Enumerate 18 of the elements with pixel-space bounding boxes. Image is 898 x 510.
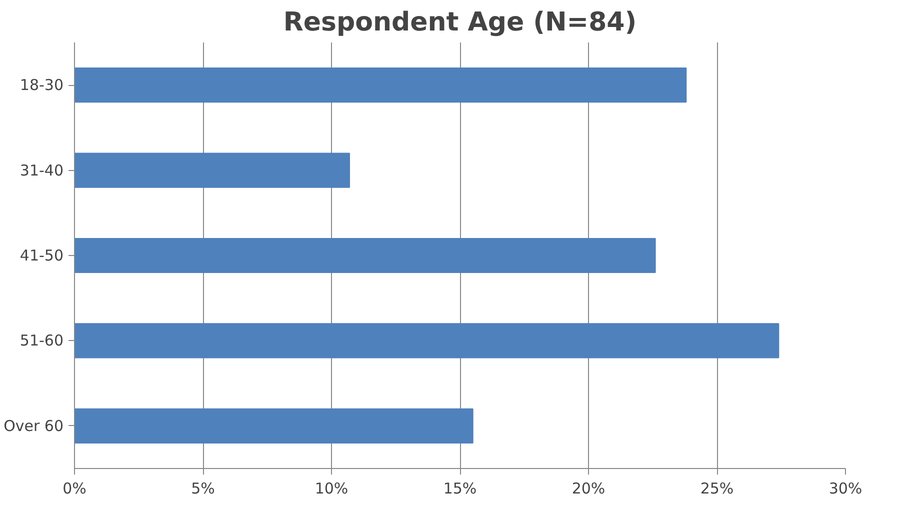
- x-tick-label: 20%: [572, 480, 606, 498]
- x-tick-label: 15%: [443, 480, 477, 498]
- y-tick-label: 18-30: [20, 76, 64, 94]
- bar: [74, 238, 656, 274]
- y-tick-label: 31-40: [20, 161, 64, 180]
- chart-title: Respondent Age (N=84): [283, 8, 637, 38]
- bar: [74, 152, 350, 188]
- x-tick-label: 30%: [828, 480, 862, 498]
- bar: [74, 408, 474, 444]
- bar: [74, 68, 687, 103]
- x-tick-label: 0%: [62, 480, 86, 498]
- y-tick-label: Over 60: [4, 416, 64, 435]
- x-tick-label: 10%: [314, 480, 348, 498]
- y-tick-label: 51-60: [20, 332, 64, 350]
- x-tick-label: 5%: [191, 480, 215, 498]
- y-tick-label: 41-50: [20, 246, 64, 264]
- x-tick-label: 25%: [700, 480, 734, 498]
- bar: [74, 323, 780, 358]
